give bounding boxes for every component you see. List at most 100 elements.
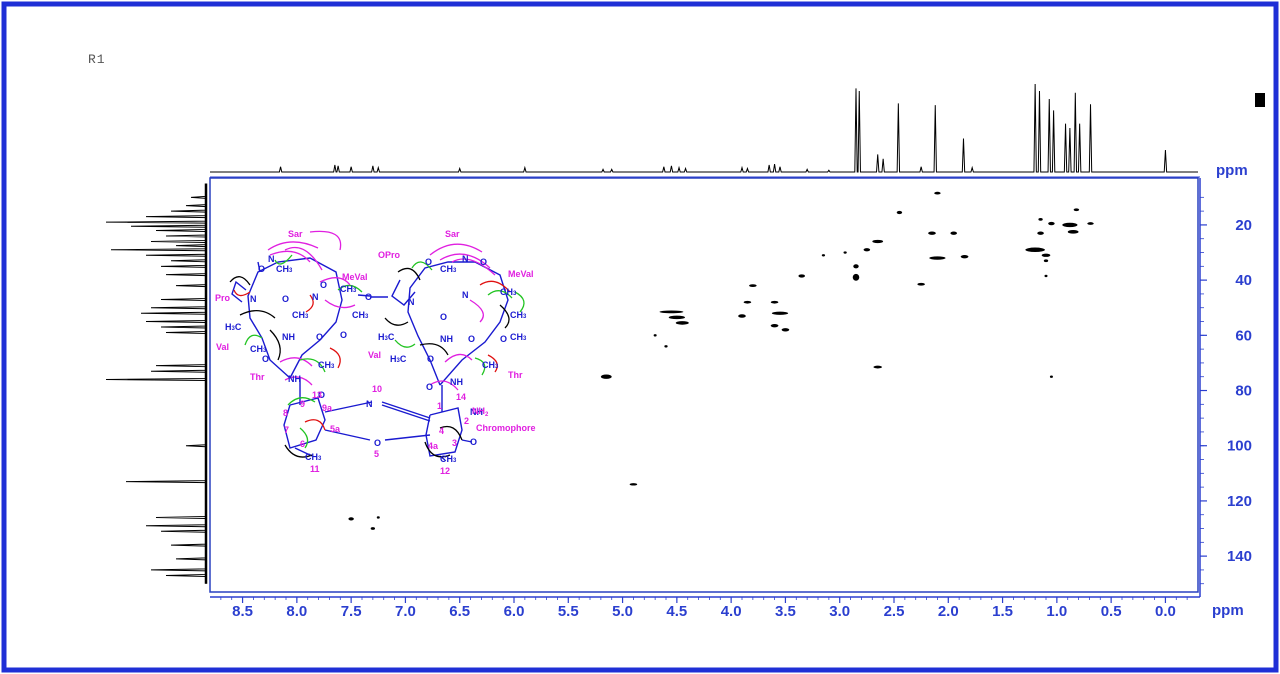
svg-text:CH3: CH3 — [305, 452, 322, 462]
cross-peak — [852, 273, 860, 281]
y-tick-label: 140 — [1227, 548, 1252, 565]
svg-text:O: O — [425, 257, 432, 267]
cross-peak — [1073, 208, 1080, 212]
label-14: 14 — [456, 392, 466, 402]
svg-text:CH3: CH3 — [500, 287, 517, 297]
svg-text:N: N — [408, 297, 415, 307]
label-opro: OPro — [378, 250, 401, 260]
cross-peak — [1037, 231, 1044, 235]
svg-text:CH3: CH3 — [510, 310, 527, 320]
label-8: 8 — [283, 408, 288, 418]
cross-peak — [1025, 247, 1045, 252]
label-chromophore: Chromophore — [476, 423, 536, 433]
svg-text:N: N — [312, 292, 319, 302]
x-axis-unit-bottom: ppm — [1212, 602, 1244, 619]
svg-text:N: N — [268, 254, 275, 264]
y-tick-label: 120 — [1227, 493, 1252, 510]
cross-peak — [749, 284, 757, 288]
label-sar-left: Sar — [288, 229, 303, 239]
cross-peak — [1067, 230, 1079, 234]
svg-text:N: N — [462, 290, 469, 300]
label-5a: 5a — [330, 424, 341, 434]
svg-text:O: O — [426, 382, 433, 392]
cross-peak — [743, 300, 752, 304]
label-2: 2 — [464, 416, 469, 426]
cross-peak — [1087, 222, 1094, 225]
cross-peak — [376, 516, 380, 519]
label-thr-left: Thr — [250, 372, 265, 382]
label-9a: 9a — [322, 403, 333, 413]
x-tick-label: 3.5 — [775, 603, 796, 620]
cross-peak — [1062, 222, 1078, 228]
svg-text:CH3: CH3 — [510, 332, 527, 342]
svg-text:H3C: H3C — [390, 354, 407, 364]
label-meval-right: MeVal — [508, 269, 534, 279]
cross-peak — [1048, 221, 1055, 226]
cross-peak — [738, 314, 746, 318]
label-nh2: NH2 — [472, 406, 489, 418]
svg-text:CH3: CH3 — [250, 344, 267, 354]
label-pro: Pro — [215, 293, 231, 303]
svg-text:O: O — [365, 292, 372, 302]
svg-text:O: O — [470, 437, 477, 447]
cross-peak — [370, 527, 376, 530]
svg-text:CH3: CH3 — [292, 310, 309, 320]
x-tick-label: 6.5 — [449, 603, 470, 620]
svg-text:CH3: CH3 — [276, 264, 293, 274]
cross-peak — [781, 328, 790, 332]
cross-peak — [1041, 253, 1051, 257]
cross-peak — [348, 517, 354, 521]
sample-label: R1 — [88, 52, 106, 67]
cross-peak — [664, 345, 668, 348]
svg-text:O: O — [258, 264, 265, 274]
cross-peak — [929, 256, 946, 260]
label-sar-right: Sar — [445, 229, 460, 239]
svg-text:NH: NH — [450, 377, 463, 387]
f2-projection-spectrum — [210, 83, 1198, 173]
x-tick-label: 5.5 — [558, 603, 579, 620]
x-tick-label: 0.5 — [1101, 603, 1122, 620]
cross-peak — [659, 310, 684, 314]
x-tick-label: 3.0 — [829, 603, 850, 620]
cross-peaks — [348, 191, 1094, 530]
x-tick-label: 1.5 — [992, 603, 1013, 620]
svg-text:O: O — [480, 257, 487, 267]
cross-peak — [629, 483, 638, 486]
x-tick-label: 7.5 — [341, 603, 362, 620]
cross-peak — [798, 274, 805, 278]
label-3: 3 — [452, 438, 457, 448]
svg-text:N: N — [366, 399, 373, 409]
label-7: 7 — [284, 425, 289, 435]
hmbc-arrows — [229, 230, 525, 458]
cross-peak — [960, 255, 969, 259]
svg-text:O: O — [374, 438, 381, 448]
svg-text:H3C: H3C — [225, 322, 242, 332]
x-tick-label: 8.0 — [286, 603, 307, 620]
y-tick-label: 100 — [1227, 438, 1252, 455]
y-axis-ticks: 20 40 60 80 100 120 140 — [1200, 196, 1252, 585]
f1-projection-spectrum — [105, 183, 208, 584]
structure-labels: Sar Sar MeVal MeVal OPro Pro Val Val Thr… — [215, 229, 536, 476]
cross-peak — [600, 374, 612, 379]
x-tick-label: 0.0 — [1155, 603, 1176, 620]
plot-area — [209, 177, 1199, 593]
label-meval-left: MeVal — [342, 272, 368, 282]
svg-text:O: O — [500, 334, 507, 344]
cross-peak — [1043, 259, 1049, 263]
label-9: 9 — [300, 399, 305, 409]
x-axis-unit-top: ppm — [1216, 162, 1248, 179]
cross-peak — [853, 264, 859, 269]
label-5: 5 — [374, 449, 379, 459]
scale-marker — [1255, 93, 1265, 107]
x-tick-label: 6.0 — [504, 603, 525, 620]
label-12: 12 — [440, 466, 450, 476]
svg-text:NH: NH — [470, 407, 483, 417]
x-tick-label: 4.0 — [721, 603, 742, 620]
x-axis-ticks: 8.5 8.0 7.5 7.0 6.5 6.0 5.5 5.0 4.5 4.0 3.5 3.0 2.5 2… — [220, 597, 1188, 620]
svg-text:O: O — [318, 390, 325, 400]
cross-peak — [1038, 218, 1043, 221]
x-tick-label: 7.0 — [395, 603, 416, 620]
svg-text:O: O — [282, 294, 289, 304]
